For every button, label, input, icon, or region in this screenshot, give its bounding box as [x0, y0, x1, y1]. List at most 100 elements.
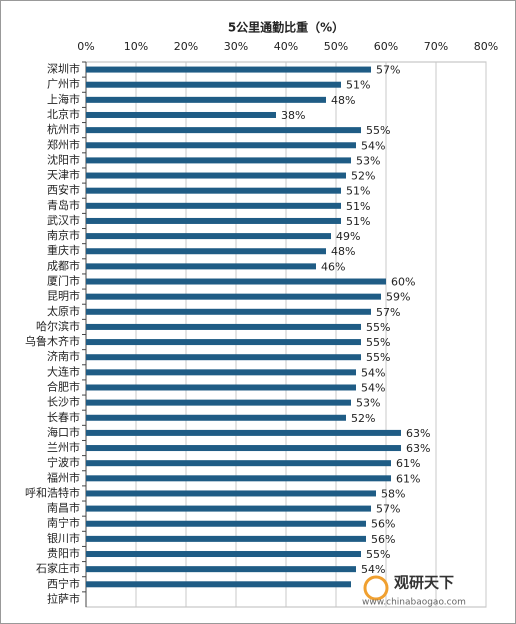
x-tick-label: 70% — [424, 40, 448, 53]
bar — [86, 323, 361, 330]
data-label: 48% — [331, 245, 355, 258]
y-tick-label: 乌鲁木齐市 — [25, 334, 80, 348]
y-tick-label: 厦门市 — [47, 274, 80, 288]
bar — [86, 490, 376, 497]
data-label: 60% — [391, 276, 415, 289]
y-tick-label: 大连市 — [47, 364, 80, 378]
bar — [86, 475, 391, 482]
data-label: 55% — [366, 336, 390, 349]
y-tick-label: 成都市 — [47, 258, 80, 272]
x-tick-label: 0% — [77, 40, 94, 53]
chart-title: 5公里通勤比重（%） — [228, 20, 344, 35]
bar — [86, 399, 351, 406]
data-label: 61% — [396, 472, 420, 485]
data-label: 58% — [381, 487, 405, 500]
data-label: 57% — [376, 503, 400, 516]
bar — [86, 460, 391, 467]
data-label: 55% — [366, 351, 390, 364]
y-tick-label: 广州市 — [47, 77, 80, 91]
data-label: 56% — [371, 533, 395, 546]
y-tick-label: 沈阳市 — [47, 152, 80, 166]
bar — [86, 96, 326, 103]
y-tick-label: 重庆市 — [47, 243, 80, 257]
y-tick-label: 兰州市 — [47, 440, 80, 454]
x-tick-label: 50% — [324, 40, 348, 53]
bar — [86, 202, 341, 209]
y-tick-label: 西宁市 — [47, 576, 80, 590]
data-label: 57% — [376, 306, 400, 319]
y-tick-label: 南京市 — [47, 228, 80, 242]
x-tick-label: 20% — [174, 40, 198, 53]
y-tick-label: 天津市 — [47, 168, 80, 182]
bar — [86, 505, 371, 512]
bar — [86, 278, 386, 285]
data-label: 54% — [361, 139, 385, 152]
data-label: 46% — [321, 260, 345, 273]
y-tick-label: 青岛市 — [47, 198, 80, 212]
y-tick-label: 南昌市 — [47, 501, 80, 515]
x-tick-label: 30% — [224, 40, 248, 53]
bar — [86, 66, 371, 73]
bar — [86, 581, 351, 588]
data-label: 53% — [356, 154, 380, 167]
bar — [86, 414, 346, 421]
data-label: 54% — [361, 366, 385, 379]
data-label: 51% — [346, 79, 370, 92]
y-tick-label: 海口市 — [47, 425, 80, 439]
y-tick-label: 哈尔滨市 — [36, 319, 80, 333]
bar — [86, 172, 346, 179]
y-tick-label: 拉萨市 — [47, 591, 80, 605]
x-tick-label: 80% — [474, 40, 498, 53]
bar — [86, 111, 276, 118]
y-tick-label: 济南市 — [47, 349, 80, 363]
bar — [86, 384, 356, 391]
y-tick-label: 呼和浩特市 — [25, 485, 80, 499]
x-tick-label: 40% — [274, 40, 298, 53]
bar — [86, 354, 361, 361]
bar — [86, 339, 361, 346]
y-tick-label: 合肥市 — [47, 379, 80, 393]
data-label: 63% — [406, 427, 430, 440]
y-tick-label: 武汉市 — [47, 213, 80, 227]
y-tick-label: 郑州市 — [47, 137, 80, 151]
y-tick-label: 长春市 — [47, 410, 80, 424]
bar — [86, 445, 401, 452]
data-label: 55% — [366, 124, 390, 137]
bar — [86, 233, 331, 240]
y-tick-label: 银川市 — [47, 531, 80, 545]
data-label: 51% — [346, 215, 370, 228]
y-tick-label: 宁波市 — [47, 455, 80, 469]
data-label: 55% — [366, 548, 390, 561]
y-tick-label: 杭州市 — [47, 122, 80, 136]
watermark-name: 观研天下 — [394, 574, 454, 592]
bar — [86, 127, 361, 134]
y-tick-label: 太原市 — [47, 304, 80, 318]
data-label: 61% — [396, 457, 420, 470]
bar — [86, 566, 356, 573]
watermark-logo — [363, 575, 389, 601]
data-label: 52% — [351, 170, 375, 183]
y-tick-label: 北京市 — [47, 107, 80, 121]
data-label: 48% — [331, 94, 355, 107]
data-label: 38% — [281, 109, 305, 122]
bar — [86, 187, 341, 194]
x-tick-label: 60% — [374, 40, 398, 53]
bar — [86, 535, 366, 542]
y-tick-label: 西安市 — [47, 183, 80, 197]
data-label: 55% — [366, 321, 390, 334]
bar — [86, 157, 351, 164]
bar — [86, 369, 356, 376]
y-tick-label: 贵阳市 — [47, 546, 80, 560]
y-tick-label: 昆明市 — [47, 289, 80, 303]
data-label: 53% — [356, 397, 380, 410]
data-label: 57% — [376, 64, 400, 77]
data-label: 63% — [406, 442, 430, 455]
bar — [86, 293, 381, 300]
bar — [86, 248, 326, 255]
y-tick-label: 上海市 — [47, 92, 80, 106]
bar — [86, 81, 341, 88]
data-label: 54% — [361, 563, 385, 576]
bar — [86, 429, 401, 436]
bar — [86, 263, 316, 270]
